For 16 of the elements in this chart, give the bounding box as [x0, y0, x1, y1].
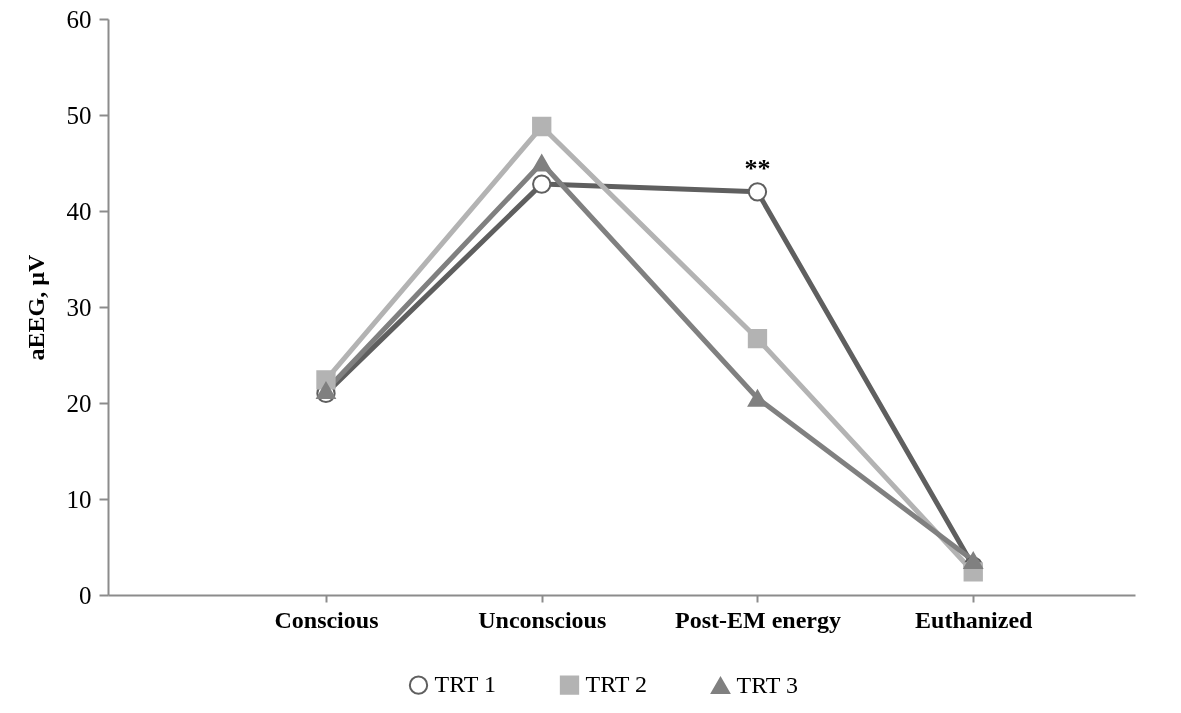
x-tick-label: Conscious: [274, 606, 379, 633]
y-tick-label: 40: [66, 197, 92, 225]
y-tick-label: 20: [66, 389, 92, 417]
legend-label: TRT 1: [434, 671, 496, 698]
legend-label: TRT 2: [585, 671, 647, 698]
y-tick-label: 0: [79, 581, 92, 609]
y-tick-label: 10: [66, 485, 92, 513]
annotation: **: [744, 153, 771, 183]
x-tick-label: Post-EM energy: [675, 606, 841, 633]
y-tick-label: 30: [66, 293, 92, 321]
legend-label: TRT 3: [736, 671, 798, 698]
y-tick-label: 60: [66, 5, 92, 33]
x-tick-label: Euthanized: [915, 606, 1034, 633]
y-axis-title: aEEG, µV: [22, 253, 49, 361]
x-tick-label: Unconscious: [478, 606, 607, 633]
y-tick-label: 50: [66, 101, 92, 129]
